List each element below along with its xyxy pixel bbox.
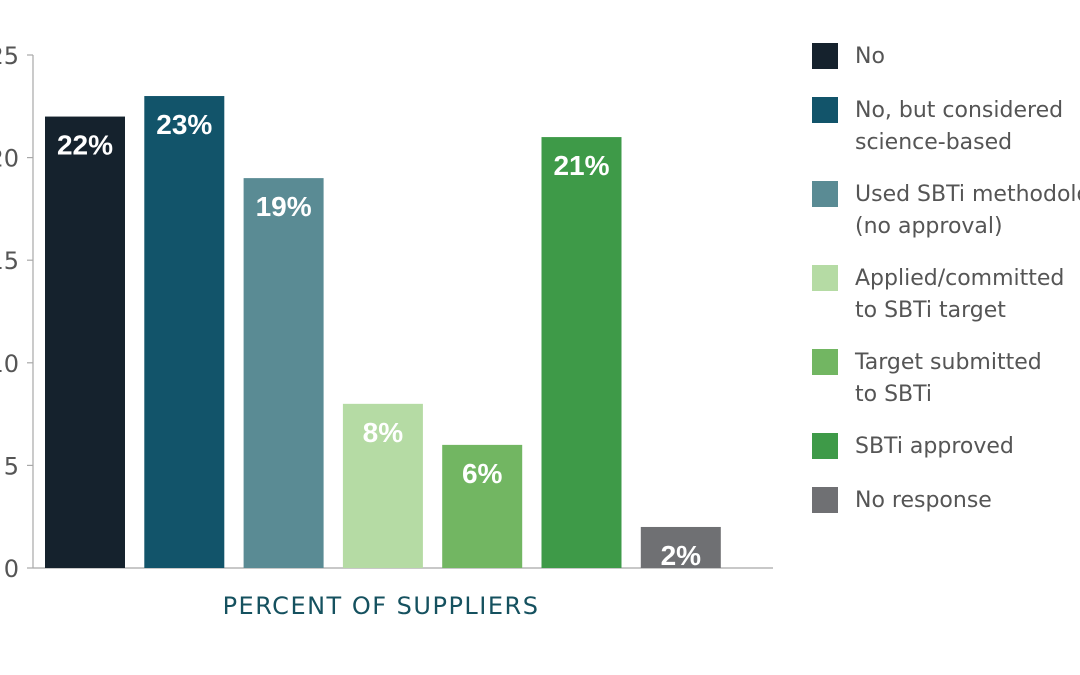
y-tick-label: 25	[0, 42, 19, 70]
legend-label: to SBTi target	[855, 298, 1006, 323]
y-tick-label: 0	[4, 555, 19, 583]
legend-swatch	[812, 181, 838, 207]
legend-label: Target submitted	[854, 350, 1042, 375]
x-axis-label: PERCENT OF SUPPLIERS	[223, 592, 540, 620]
y-tick-label: 20	[0, 145, 19, 173]
legend-label: Applied/committed	[855, 266, 1064, 291]
bar-value-label: 6%	[462, 458, 503, 489]
legend-swatch	[812, 433, 838, 459]
bar-value-label: 19%	[256, 191, 312, 222]
bar	[342, 403, 423, 568]
legend-swatch	[812, 97, 838, 123]
bar	[144, 96, 225, 568]
legend-label: No	[855, 44, 885, 69]
y-tick-label: 15	[0, 247, 19, 275]
legend-label: to SBTi	[855, 382, 932, 407]
bar-value-label: 2%	[661, 540, 702, 571]
bar	[640, 526, 721, 568]
bar	[243, 178, 324, 568]
bar	[45, 116, 125, 568]
bar-value-label: 8%	[363, 417, 404, 448]
legend-swatch	[812, 349, 838, 375]
bar-value-label: 23%	[156, 109, 212, 140]
legend-label: No, but considered	[855, 98, 1063, 123]
legend-label: Used SBTi methodology	[855, 182, 1080, 207]
legend-label: SBTi approved	[855, 434, 1014, 459]
legend-label: (no approval)	[855, 214, 1003, 239]
legend-swatch	[812, 265, 838, 291]
legend-swatch	[812, 487, 838, 513]
bar-value-label: 22%	[57, 130, 113, 161]
bar-value-label: 21%	[553, 150, 609, 181]
y-tick-label: 5	[4, 452, 19, 480]
y-tick-label: 10	[0, 350, 19, 378]
bar	[442, 444, 523, 568]
legend: No No, but considered science-based Used SB…	[812, 43, 1080, 513]
legend-swatch	[812, 43, 838, 69]
bar	[541, 137, 622, 568]
bars: 22% 23% 19% 8% 6% 21% 2%	[45, 96, 721, 571]
legend-label: science-based	[855, 130, 1012, 155]
legend-label: No response	[855, 488, 992, 513]
